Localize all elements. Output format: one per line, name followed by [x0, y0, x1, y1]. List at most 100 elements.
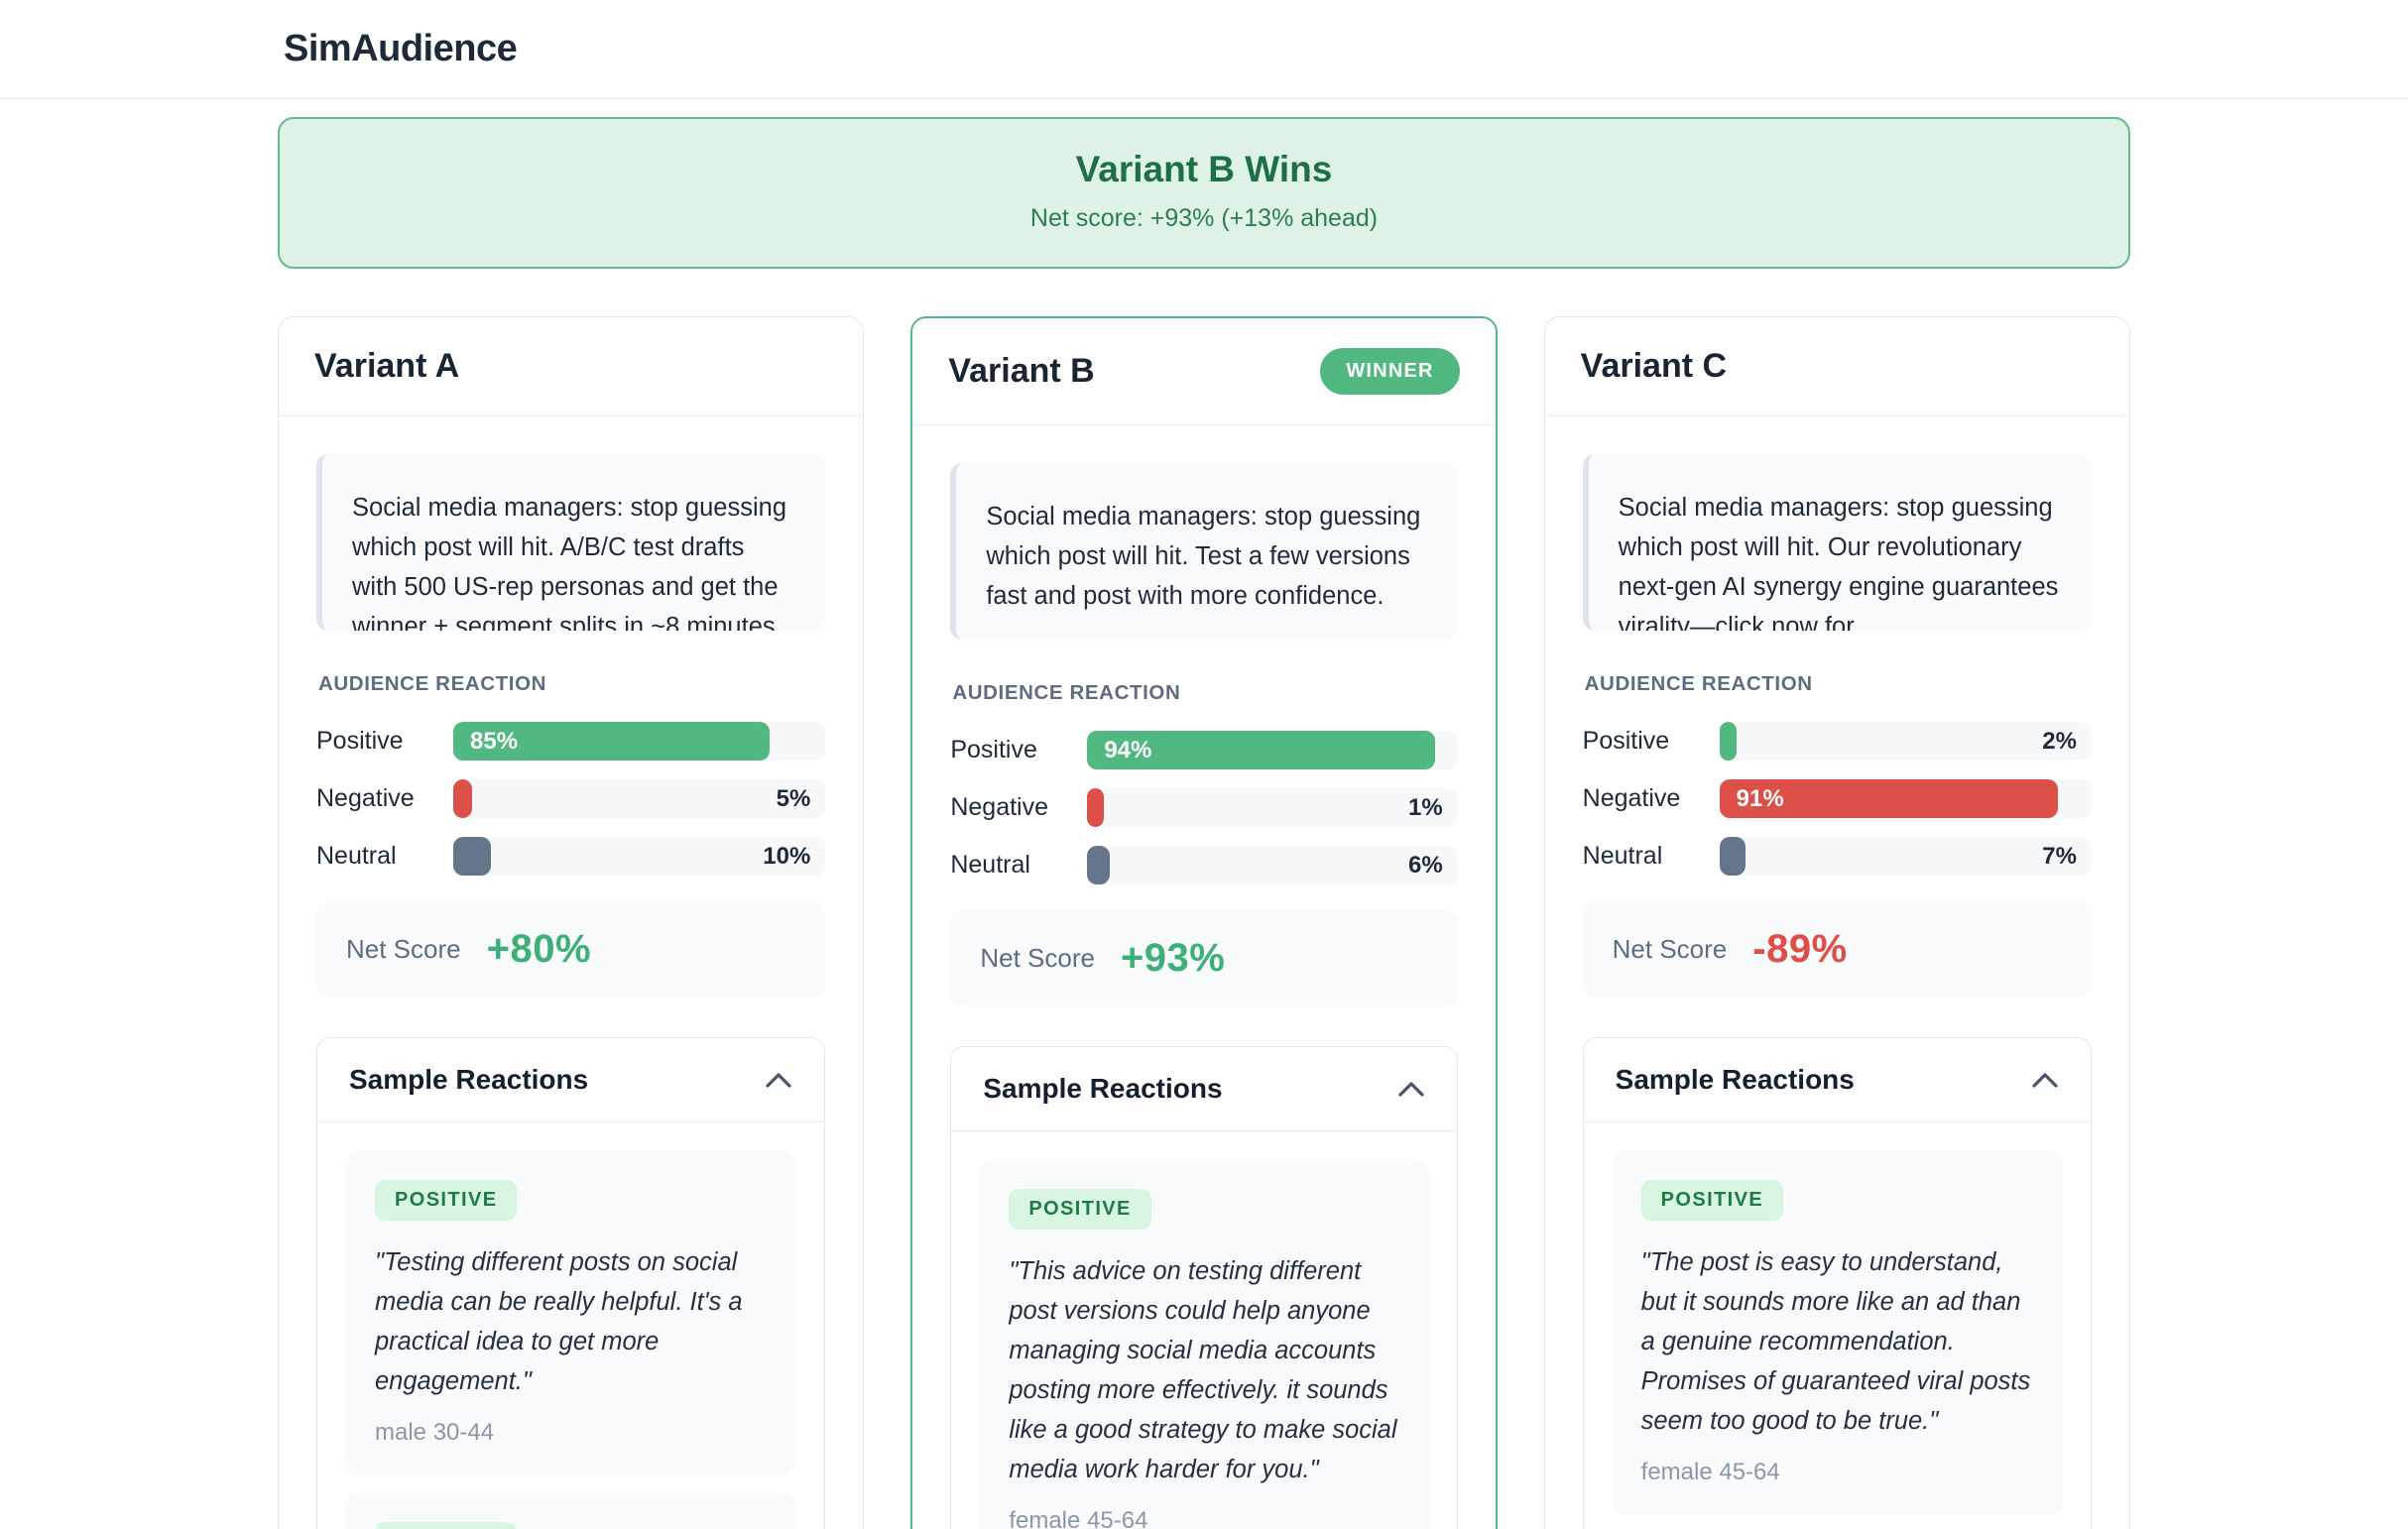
audience-reaction-label: AUDIENCE REACTION [318, 672, 547, 695]
neutral-label: Neutral [1582, 842, 1663, 870]
bar-percent-value: 94% [1104, 736, 1152, 764]
positive-bar-track: 85% [453, 722, 826, 761]
positive-bar-fill [1719, 722, 1737, 761]
bar-percent-value: 6% [1407, 851, 1443, 879]
variant-title: Variant C [1580, 347, 1728, 385]
positive-bar-fill: 94% [1087, 731, 1436, 769]
chevron-up-icon [766, 1072, 791, 1088]
positive-label: Positive [950, 736, 1037, 764]
sample-reactions-toggle[interactable]: Sample Reactions [1583, 1038, 2091, 1122]
negative-bar-track: 1% [1087, 788, 1458, 827]
sentiment-badge: POSITIVE [375, 1522, 518, 1529]
app-title: SimAudience [284, 28, 518, 69]
reaction-card: POSITIVE "The post is easy to understand,… [1611, 1150, 2063, 1516]
sentiment-bar-row: Positive 85% [316, 722, 826, 761]
negative-bar-fill: 91% [1719, 779, 2059, 818]
sample-reactions-panel: Sample Reactions POSITIVE "This advice on… [950, 1046, 1458, 1529]
sentiment-bar-row: Neutral 10% [316, 837, 826, 876]
reaction-card: POSITIVE "This advice on testing differen… [979, 1159, 1429, 1529]
sentiment-bar-row: Negative 91% [1583, 779, 2092, 818]
reaction-persona: female 45-64 [1640, 1459, 1780, 1485]
variant-card-header: Variant A [279, 317, 864, 416]
net-score-value: +80% [486, 927, 592, 971]
chevron-up-icon [1398, 1081, 1424, 1097]
post-copy-text: Social media managers: stop guessing whi… [352, 494, 786, 631]
sentiment-badge: POSITIVE [375, 1180, 518, 1221]
reaction-persona: female 45-64 [1009, 1507, 1148, 1529]
reaction-quote: "This advice on testing different post v… [1009, 1257, 1397, 1483]
sample-reactions-list: POSITIVE "Testing different posts on soci… [317, 1122, 824, 1529]
winner-banner-subtitle: Net score: +93% (+13% ahead) [1029, 204, 1379, 232]
bar-percent-value: 7% [2042, 842, 2077, 870]
sentiment-badge: POSITIVE [1640, 1180, 1784, 1221]
neutral-label: Neutral [316, 842, 397, 870]
sentiment-bar-row: Positive 94% [950, 731, 1458, 769]
post-copy-box: Social media managers: stop guessing whi… [316, 454, 826, 631]
post-copy-text: Social media managers: stop guessing whi… [1618, 494, 2059, 631]
app-header: SimAudience [0, 0, 2408, 99]
positive-bar-track: 94% [1087, 731, 1458, 769]
bar-percent-value: 5% [776, 784, 811, 812]
sentiment-bars: Positive 94% Negative 1% Neutral 6% [950, 731, 1458, 884]
variant-card-header: Variant B WINNER [912, 318, 1496, 425]
sentiment-bar-row: Neutral 6% [950, 846, 1458, 884]
neutral-bar-track: 10% [453, 837, 826, 876]
sample-reactions-toggle[interactable]: Sample Reactions [317, 1038, 825, 1122]
sentiment-badge: POSITIVE [1009, 1189, 1151, 1230]
net-score-box: Net Score +93% [950, 910, 1458, 1006]
net-score-value: -89% [1752, 927, 1848, 971]
sample-reactions-list: POSITIVE "The post is easy to understand,… [1584, 1122, 2091, 1529]
negative-bar-fill [453, 779, 472, 818]
net-score-value: +93% [1120, 936, 1226, 980]
bar-percent-value: 91% [1736, 784, 1784, 812]
negative-bar-fill [1087, 788, 1105, 827]
variant-card: Variant A Social media managers: stop gu… [278, 316, 865, 1529]
winner-banner: Variant B Wins Net score: +93% (+13% ahe… [278, 117, 2130, 269]
main-content: Variant B Wins Net score: +93% (+13% ahe… [278, 117, 2130, 1529]
neutral-bar-track: 6% [1087, 846, 1458, 884]
bar-percent-value: 85% [470, 727, 519, 755]
post-copy-text: Social media managers: stop guessing whi… [986, 503, 1421, 610]
bar-percent-value: 1% [1407, 793, 1443, 821]
negative-label: Negative [316, 784, 415, 812]
sample-reactions-toggle[interactable]: Sample Reactions [951, 1047, 1457, 1131]
negative-bar-track: 5% [453, 779, 826, 818]
variant-card: Variant B WINNER Social media managers: … [910, 316, 1498, 1529]
variant-card-body: Social media managers: stop guessing whi… [1545, 416, 2129, 1529]
sentiment-bars: Positive 2% Negative 91% Neutral 7% [1583, 722, 2092, 876]
variant-card-header: Variant C [1544, 317, 2129, 416]
post-copy-box: Social media managers: stop guessing whi… [950, 463, 1458, 640]
variant-title: Variant A [314, 347, 460, 385]
positive-bar-fill: 85% [453, 722, 771, 761]
negative-bar-track: 91% [1719, 779, 2092, 818]
net-score-box: Net Score +80% [316, 901, 826, 998]
net-score-label: Net Score [1612, 934, 1728, 964]
audience-reaction-label: AUDIENCE REACTION [952, 681, 1181, 704]
neutral-bar-fill [1719, 837, 1746, 876]
positive-label: Positive [316, 727, 404, 755]
net-score-label: Net Score [346, 934, 461, 964]
sample-reactions-title: Sample Reactions [349, 1064, 589, 1095]
sentiment-bar-row: Negative 1% [950, 788, 1458, 827]
neutral-label: Neutral [950, 851, 1030, 879]
sample-reactions-title: Sample Reactions [983, 1073, 1223, 1104]
negative-label: Negative [1582, 784, 1681, 812]
reaction-card: POSITIVE [345, 1492, 797, 1529]
sample-reactions-title: Sample Reactions [1615, 1064, 1855, 1095]
bar-percent-value: 10% [763, 842, 811, 870]
reaction-persona: male 30-44 [375, 1419, 495, 1446]
chevron-up-icon [2032, 1072, 2058, 1088]
sentiment-bars: Positive 85% Negative 5% Neutral 10% [316, 722, 826, 876]
sentiment-bar-row: Positive 2% [1583, 722, 2092, 761]
variant-card-body: Social media managers: stop guessing whi… [912, 425, 1495, 1529]
bar-percent-value: 2% [2042, 727, 2077, 755]
sample-reactions-panel: Sample Reactions POSITIVE "Testing differ… [316, 1037, 826, 1529]
neutral-bar-fill [1087, 846, 1110, 884]
reaction-quote: "The post is easy to understand, but it … [1640, 1248, 2031, 1435]
neutral-bar-fill [453, 837, 491, 876]
winner-banner-title: Variant B Wins [1075, 149, 1333, 189]
reaction-card: POSITIVE "Testing different posts on soci… [345, 1150, 797, 1476]
audience-reaction-label: AUDIENCE REACTION [1584, 672, 1813, 695]
sample-reactions-list: POSITIVE "This advice on testing differen… [951, 1131, 1456, 1529]
negative-label: Negative [950, 793, 1048, 821]
